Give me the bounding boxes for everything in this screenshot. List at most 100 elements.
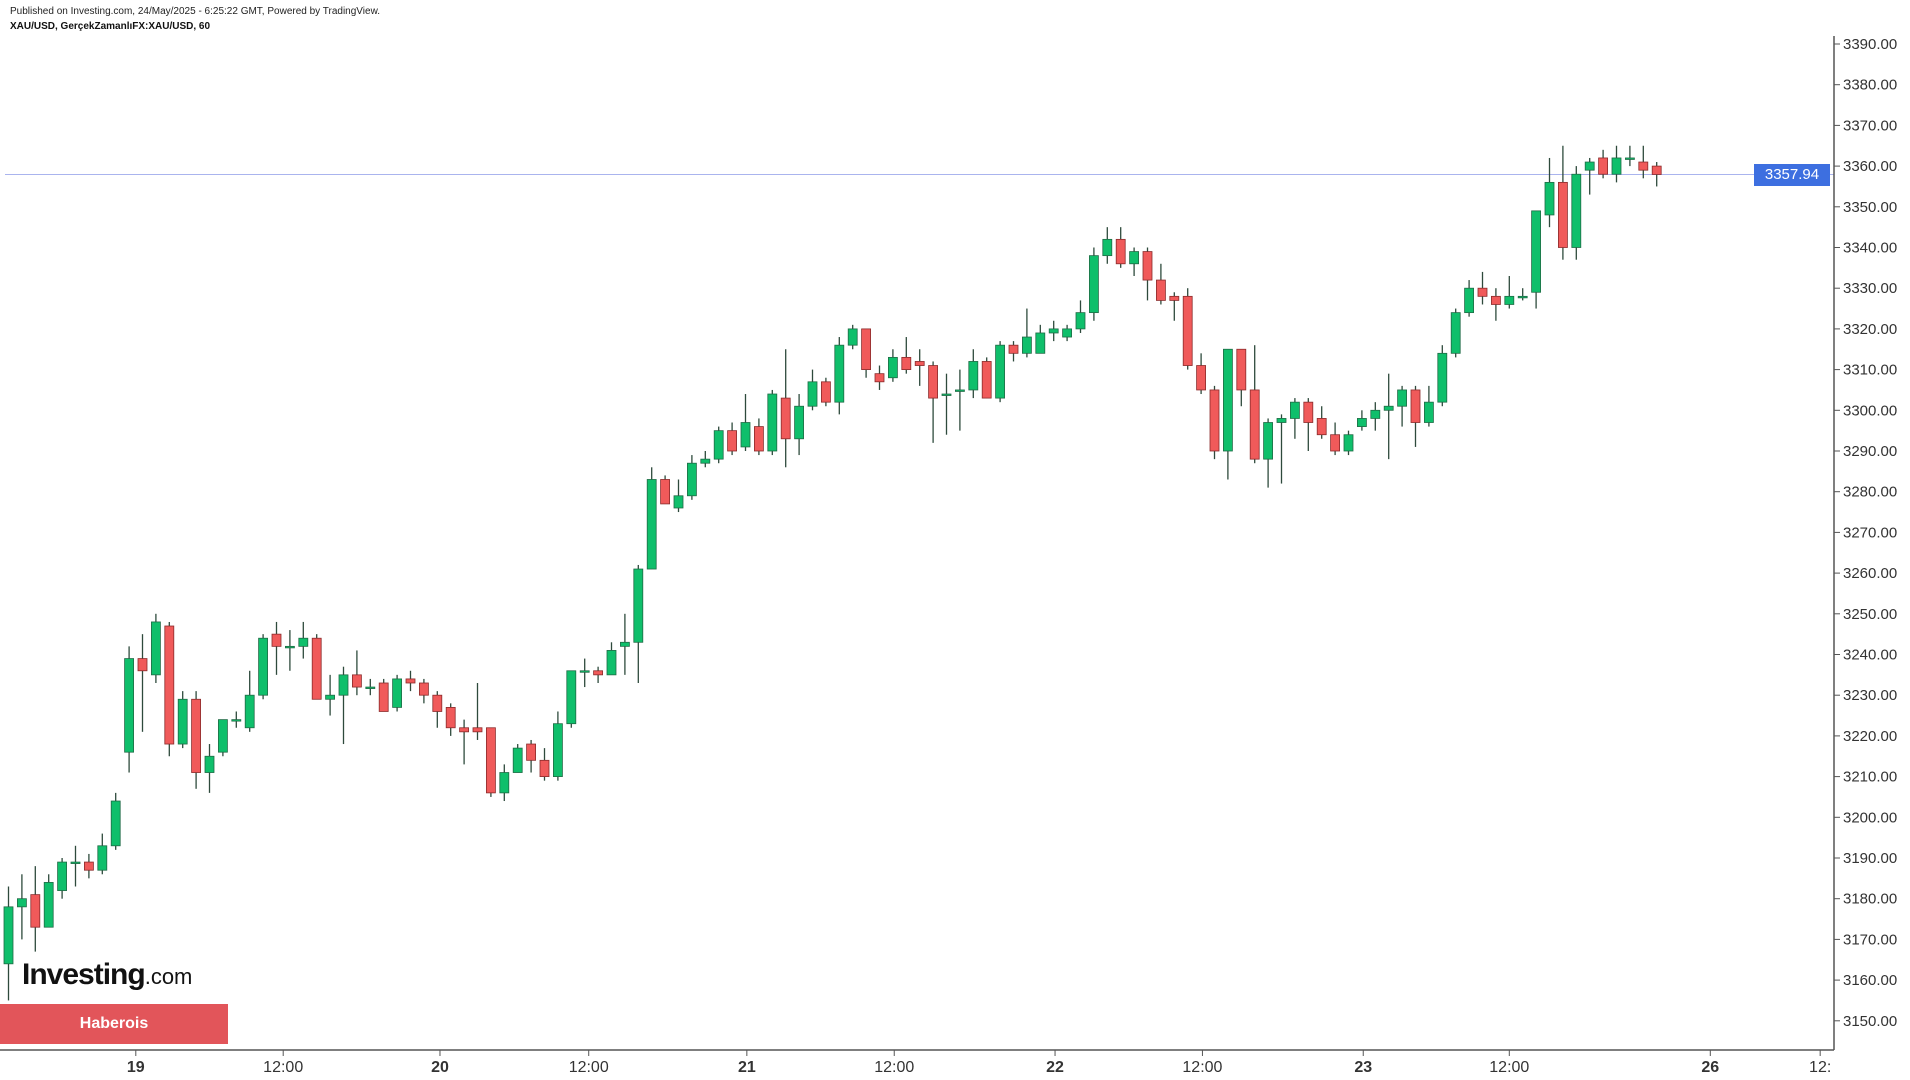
candle: [660, 475, 670, 505]
candle-body: [1491, 295, 1501, 305]
candle: [579, 658, 590, 688]
candle-body: [539, 759, 550, 778]
candle: [928, 361, 938, 443]
candle-body: [1517, 295, 1528, 299]
candle: [244, 670, 255, 732]
candle: [1249, 345, 1260, 464]
candle-body: [57, 861, 67, 891]
y-tick-label: 3310.00: [1843, 362, 1897, 379]
candle-body: [1075, 312, 1086, 330]
candle: [1450, 308, 1461, 358]
candle: [499, 764, 510, 802]
candle-body: [1625, 157, 1635, 160]
y-tick-label: 3170.00: [1843, 931, 1897, 948]
y-tick-label: 3150.00: [1843, 1013, 1897, 1030]
candle: [874, 365, 885, 390]
y-tick-label: 3300.00: [1843, 402, 1897, 419]
candle: [700, 451, 711, 468]
candle: [646, 467, 657, 570]
candle: [1330, 422, 1340, 456]
x-tick-label: 26: [1701, 1059, 1719, 1076]
candle: [1115, 227, 1126, 268]
candle: [150, 613, 161, 683]
candle-body: [311, 637, 322, 700]
x-tick-label: 19: [127, 1059, 145, 1076]
candle-body: [1370, 409, 1381, 419]
candle: [539, 748, 550, 781]
x-tick-label: 12:00: [569, 1059, 609, 1076]
candle: [351, 650, 362, 696]
candle: [1276, 414, 1287, 484]
candle: [1209, 385, 1220, 460]
candle: [1196, 353, 1206, 395]
candle-body: [271, 633, 282, 647]
candle: [740, 394, 751, 451]
candle-body: [1209, 389, 1220, 452]
y-tick-label: 3390.00: [1843, 36, 1897, 53]
y-tick-label: 3380.00: [1843, 77, 1897, 94]
candle: [834, 337, 845, 415]
candle: [968, 349, 979, 399]
candle: [1102, 227, 1113, 264]
candle: [16, 874, 27, 940]
candle: [914, 349, 925, 386]
candle-body: [338, 674, 349, 696]
candle-body: [941, 393, 952, 396]
candle: [298, 621, 309, 659]
last-price-label: 3357.94: [1754, 164, 1830, 186]
candle-body: [767, 393, 778, 452]
candle-body: [418, 682, 429, 696]
candle-body: [217, 719, 228, 753]
candle-body: [325, 694, 336, 700]
candle-body: [700, 458, 711, 464]
candle-body: [968, 361, 979, 391]
candle: [955, 369, 965, 431]
y-tick-label: 3180.00: [1843, 891, 1897, 908]
candle-body: [646, 479, 657, 570]
candle-body: [258, 637, 269, 696]
candle-body: [1397, 389, 1407, 407]
candle: [1464, 280, 1474, 317]
candle-body: [150, 621, 161, 676]
candle-body: [1236, 348, 1247, 391]
candle: [70, 845, 81, 887]
candle-body: [1531, 210, 1541, 293]
x-axis-ticks: 19 12:00 20 12:00 21 12:00 22 12:00 23 12:00 26 12:: [127, 1050, 1831, 1076]
candle: [1303, 398, 1314, 451]
y-tick-label: 3360.00: [1843, 158, 1897, 175]
candle: [378, 678, 389, 712]
candle: [84, 853, 94, 879]
candle: [405, 670, 416, 692]
candle-body: [284, 645, 295, 649]
published-caption: Published on Investing.com, 24/May/2025 …: [10, 6, 381, 17]
candle: [110, 792, 121, 850]
candle: [43, 874, 54, 928]
candle: [258, 634, 269, 700]
candle-body: [981, 361, 992, 399]
candle: [57, 858, 67, 899]
candle: [1223, 348, 1233, 480]
candle: [1517, 288, 1528, 301]
candle: [901, 337, 912, 374]
candle: [1075, 300, 1086, 333]
candle-body: [794, 405, 804, 440]
candle: [995, 341, 1005, 403]
y-tick-label: 3340.00: [1843, 240, 1897, 257]
candle-body: [901, 356, 912, 371]
candle-body: [1383, 405, 1394, 411]
candle-body: [1089, 255, 1099, 314]
candle-body: [1008, 344, 1019, 354]
candle-body: [995, 344, 1005, 399]
y-tick-label: 3270.00: [1843, 524, 1897, 541]
candle-body: [1290, 401, 1300, 419]
candle: [1410, 385, 1421, 447]
candle-body: [1169, 295, 1180, 301]
y-tick-label: 3160.00: [1843, 972, 1897, 989]
candle: [177, 691, 188, 749]
candle: [97, 833, 108, 875]
candle: [1169, 292, 1180, 321]
candle: [512, 744, 523, 773]
candle: [1504, 275, 1515, 309]
candle: [1182, 288, 1193, 370]
candle: [727, 422, 737, 456]
